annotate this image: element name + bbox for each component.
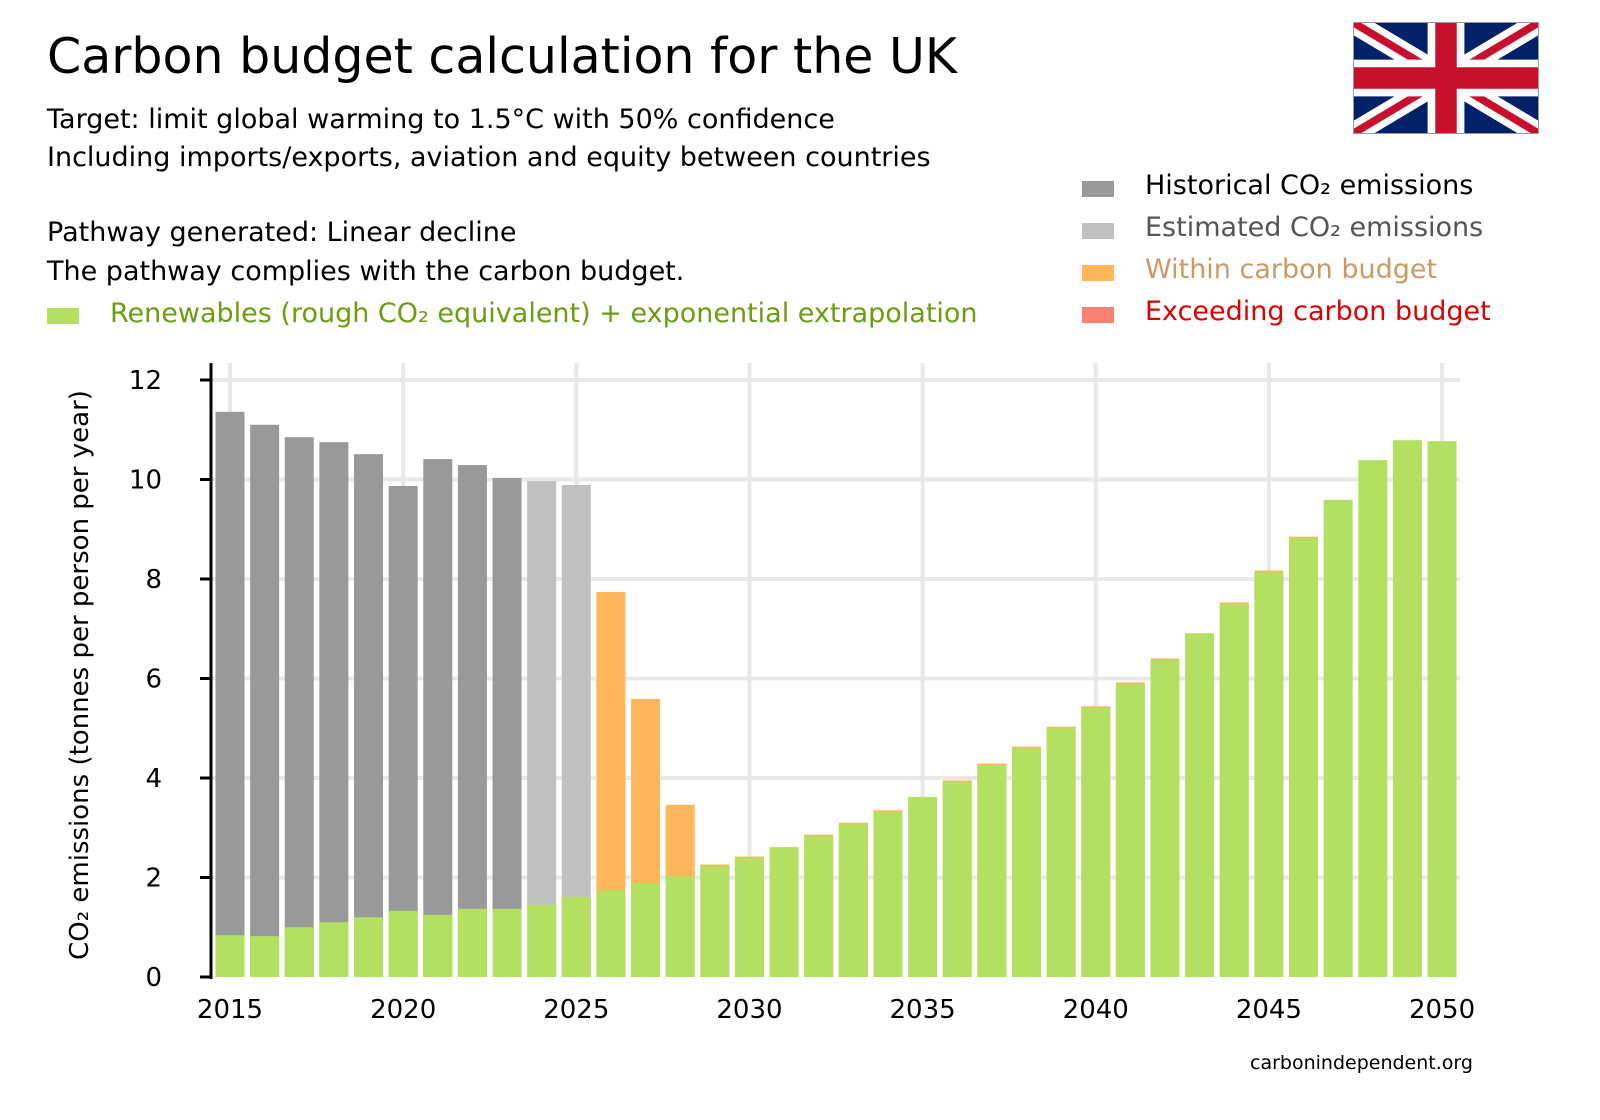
bar-renewables-2025 — [561, 896, 591, 977]
y-tick-label: 2 — [145, 864, 162, 894]
bar-historical-2021 — [423, 459, 453, 977]
legend-swatch-renewables — [47, 308, 79, 324]
legend-label-within: Within carbon budget — [1145, 254, 1438, 285]
legend-label-renewables: Renewables (rough CO₂ equivalent) + expo… — [110, 298, 978, 329]
x-tick-label: 2025 — [543, 995, 609, 1025]
bar-renewables-2028 — [665, 876, 695, 977]
bar-renewables-2041 — [1115, 683, 1145, 977]
x-tick-label: 2030 — [716, 995, 782, 1025]
bar-renewables-2016 — [250, 936, 280, 977]
uk-flag-icon — [1353, 22, 1539, 134]
bar-renewables-2043 — [1185, 633, 1215, 977]
x-tick-label: 2050 — [1409, 995, 1475, 1025]
bar-historical-2022 — [457, 465, 487, 977]
bar-renewables-2034 — [873, 811, 903, 977]
bar-historical-2023 — [492, 478, 522, 977]
bar-estimated-2024 — [527, 480, 557, 977]
legend-label-historical: Historical CO₂ emissions — [1145, 170, 1474, 201]
legend-swatch-estimated — [1082, 223, 1114, 239]
subtitle-pathway: Pathway generated: Linear decline — [47, 217, 517, 248]
y-tick-label: 10 — [129, 466, 162, 496]
source-credit: carbonindependent.org — [1250, 1052, 1473, 1074]
bar-historical-2018 — [319, 442, 349, 977]
bar-renewables-2046 — [1289, 538, 1319, 977]
y-tick-label: 4 — [145, 764, 162, 794]
bar-estimated-2025 — [561, 484, 591, 977]
bar-renewables-2023 — [492, 908, 522, 977]
bar-renewables-2037 — [977, 765, 1007, 977]
x-tick-label: 2045 — [1236, 995, 1302, 1025]
y-axis-label: CO₂ emissions (tonnes per person per yea… — [65, 390, 95, 960]
bar-renewables-2021 — [423, 914, 453, 977]
y-tick-label: 12 — [129, 366, 162, 396]
bar-renewables-2033 — [838, 824, 868, 977]
bar-renewables-2044 — [1219, 603, 1249, 977]
bar-renewables-2015 — [215, 935, 245, 977]
bar-renewables-2031 — [769, 847, 799, 977]
x-tick-label: 2020 — [370, 995, 436, 1025]
bar-renewables-2050 — [1427, 441, 1457, 977]
bar-renewables-2049 — [1392, 440, 1422, 977]
legend-swatch-historical — [1082, 181, 1114, 197]
bar-renewables-2017 — [284, 927, 314, 977]
bar-renewables-2042 — [1150, 660, 1180, 977]
bar-renewables-2048 — [1358, 460, 1388, 977]
bar-historical-2020 — [388, 485, 418, 977]
bar-renewables-2035 — [908, 796, 938, 977]
y-tick-label: 8 — [145, 565, 162, 595]
x-tick-label: 2035 — [890, 995, 956, 1025]
bar-renewables-2039 — [1046, 728, 1076, 977]
legend-label-exceeding: Exceeding carbon budget — [1145, 296, 1491, 327]
bar-historical-2015 — [215, 411, 245, 978]
chart-title: Carbon budget calculation for the UK — [47, 28, 957, 85]
legend-swatch-exceeding — [1082, 307, 1114, 323]
bar-renewables-2019 — [354, 917, 384, 977]
bar-renewables-2030 — [734, 858, 764, 977]
x-tick-label: 2015 — [197, 995, 263, 1025]
bar-renewables-2020 — [388, 910, 418, 977]
legend-label-estimated: Estimated CO₂ emissions — [1145, 212, 1484, 243]
bar-renewables-2040 — [1081, 707, 1111, 977]
bar-renewables-2047 — [1323, 499, 1353, 977]
bar-historical-2019 — [354, 454, 384, 977]
bar-renewables-2027 — [631, 882, 661, 977]
bar-renewables-2045 — [1254, 572, 1284, 977]
bar-renewables-2036 — [942, 781, 972, 977]
y-tick-label: 6 — [145, 665, 162, 695]
subtitle-compliance: The pathway complies with the carbon bud… — [47, 256, 685, 287]
bar-historical-2017 — [284, 437, 314, 977]
y-tick-label: 0 — [145, 963, 162, 993]
bar-renewables-2024 — [527, 904, 557, 977]
x-tick-label: 2040 — [1063, 995, 1129, 1025]
bar-renewables-2018 — [319, 922, 349, 977]
bar-renewables-2032 — [804, 836, 834, 977]
bar-historical-2016 — [250, 424, 280, 977]
bar-renewables-2029 — [700, 866, 730, 977]
bar-renewables-2038 — [1011, 748, 1041, 977]
bar-renewables-2026 — [596, 889, 626, 977]
bar-renewables-2022 — [457, 908, 487, 977]
legend-swatch-within — [1082, 265, 1114, 281]
subtitle-scope: Including imports/exports, aviation and … — [47, 142, 931, 173]
subtitle-target: Target: limit global warming to 1.5°C wi… — [47, 104, 835, 135]
